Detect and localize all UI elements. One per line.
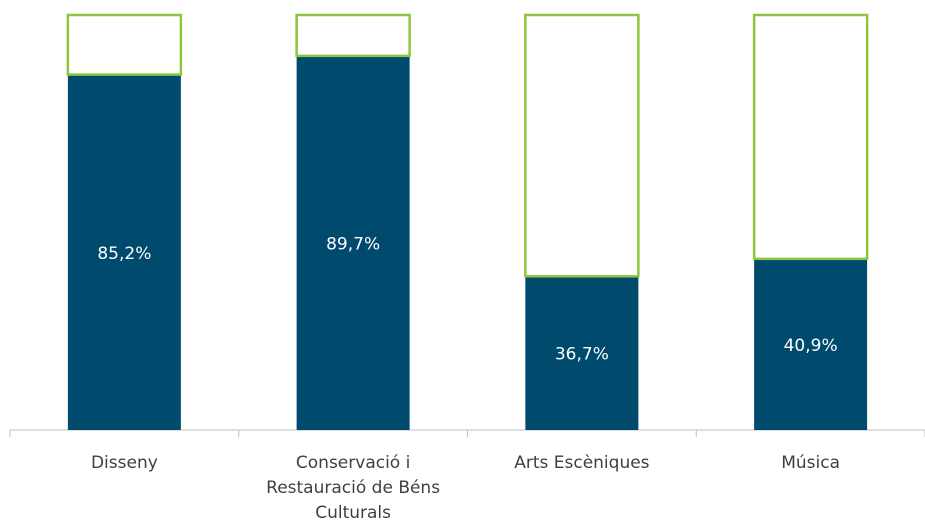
value-label: 40,9% [784, 336, 838, 356]
bar-segment [67, 75, 181, 431]
x-tick-label: Conservació i Restauració de Béns Cultural… [266, 453, 440, 523]
bar-segment [296, 56, 410, 431]
bar-segment [295, 13, 411, 58]
bar-segment [524, 13, 640, 278]
bar-segment [754, 259, 868, 430]
x-tick-label: Música [781, 453, 840, 473]
bar-segment [525, 277, 639, 430]
x-tick-label: Disseny [91, 453, 158, 473]
value-label: 85,2% [97, 244, 151, 264]
bar-segment [752, 13, 869, 261]
value-label: 36,7% [555, 345, 609, 365]
bar-segment [66, 13, 183, 76]
x-tick-label: Arts Escèniques [514, 453, 649, 473]
value-label: 89,7% [326, 234, 380, 254]
